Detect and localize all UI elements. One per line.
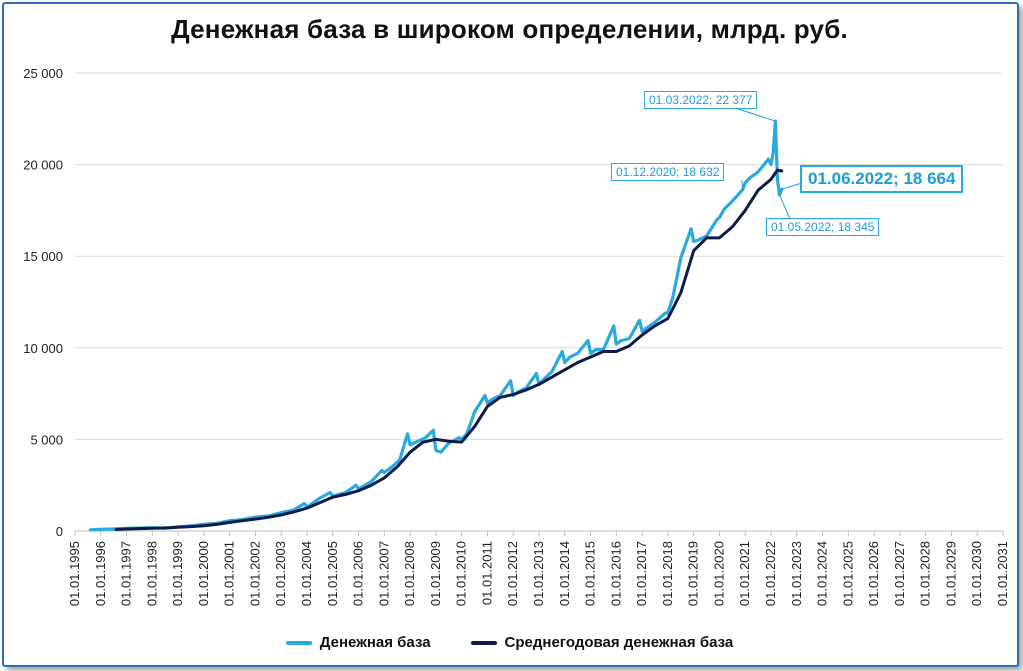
x-tick-label: 01.01.2004 <box>299 541 314 606</box>
x-tick-label: 01.01.2007 <box>376 541 391 606</box>
x-tick-label: 01.01.2024 <box>815 541 830 606</box>
y-axis: 0 5 000 10 000 15 000 20 000 25 000 <box>23 66 63 539</box>
x-tick-label: 01.01.2026 <box>866 541 881 606</box>
annotation-peak: 01.03.2022; 22 377 <box>644 91 758 109</box>
annotation-leaders <box>734 107 803 220</box>
x-tick-label: 01.01.2002 <box>247 541 262 606</box>
x-tick-label: 01.01.1999 <box>170 541 185 606</box>
series-line-money-base <box>88 119 784 532</box>
x-tick-label: 01.01.2013 <box>531 541 546 606</box>
x-tick-label: 01.01.2000 <box>196 541 211 606</box>
x-tick-label: 01.01.2008 <box>402 541 417 606</box>
x-tick-label: 01.01.2021 <box>737 541 752 606</box>
y-tick-label: 5 000 <box>30 432 63 447</box>
y-tick-label: 20 000 <box>23 158 63 173</box>
x-tick-label: 01.01.2005 <box>325 541 340 606</box>
x-tick-label: 01.01.2025 <box>840 541 855 606</box>
x-tick-label: 01.01.2017 <box>634 541 649 606</box>
x-tick-label: 01.01.2016 <box>608 541 623 606</box>
x-tick-label: 01.01.2019 <box>686 541 701 606</box>
chart-title: Денежная база в широком определении, млр… <box>171 14 848 44</box>
x-tick-label: 01.01.2031 <box>995 541 1010 606</box>
x-tick-label: 01.01.2011 <box>479 541 494 605</box>
legend-swatch-average <box>470 640 497 645</box>
x-tick-label: 01.01.2010 <box>454 541 469 606</box>
y-tick-label: 10 000 <box>23 341 63 356</box>
series-layer <box>88 119 784 532</box>
x-tick-label: 01.01.2006 <box>351 541 366 606</box>
x-tick-label: 01.01.2023 <box>789 541 804 606</box>
x-tick-label: 01.01.2022 <box>763 541 778 606</box>
grid-layer <box>75 72 1003 532</box>
x-tick-label: 01.01.2014 <box>557 541 572 606</box>
x-tick-label: 01.01.2030 <box>969 541 984 606</box>
annotation-jun-2022: 01.06.2022; 18 664 <box>800 165 964 193</box>
y-tick-label: 0 <box>56 524 63 539</box>
legend-label-average: Среднегодовая денежная база <box>504 634 734 651</box>
x-tick-label: 01.01.2028 <box>918 541 933 606</box>
legend-swatch-money-base <box>285 640 312 645</box>
legend-item-average: Среднегодовая денежная база <box>470 634 734 651</box>
legend: Денежная база Среднегодовая денежная баз… <box>0 634 1019 651</box>
x-tick-label: 01.01.1997 <box>119 541 134 606</box>
x-tick-label: 01.01.2009 <box>428 541 443 606</box>
x-tick-label: 01.01.1998 <box>144 541 159 606</box>
x-tick-label: 01.01.1996 <box>93 541 108 606</box>
annotation-leader <box>779 194 791 220</box>
y-tick-label: 15 000 <box>23 249 63 264</box>
x-tick-label: 01.01.2001 <box>222 541 237 606</box>
x-tick-label: 01.01.1995 <box>67 541 82 606</box>
annotation-leader <box>741 179 744 190</box>
x-tick-label: 01.01.2015 <box>583 541 598 606</box>
x-tick-label: 01.01.2018 <box>660 541 675 606</box>
y-tick-label: 25 000 <box>23 66 63 81</box>
x-tick-label: 01.01.2020 <box>711 541 726 606</box>
annotation-leader <box>781 182 803 190</box>
annotation-dec-2020: 01.12.2020; 18 632 <box>611 163 725 181</box>
annotation-may-2022: 01.05.2022; 18 345 <box>766 218 880 236</box>
legend-label-money-base: Денежная база <box>319 634 431 651</box>
x-tick-label: 01.01.2003 <box>273 541 288 606</box>
legend-item-money-base: Денежная база <box>285 634 431 651</box>
x-tick-label: 01.01.2027 <box>892 541 907 606</box>
series-line-average <box>114 168 784 531</box>
annotation-leader <box>734 107 776 122</box>
x-tick-label: 01.01.2029 <box>943 541 958 606</box>
x-tick-label: 01.01.2012 <box>505 541 520 606</box>
x-axis: 01.01.1995 01.01.1996 01.01.1997 01.01.1998… <box>67 531 1010 606</box>
